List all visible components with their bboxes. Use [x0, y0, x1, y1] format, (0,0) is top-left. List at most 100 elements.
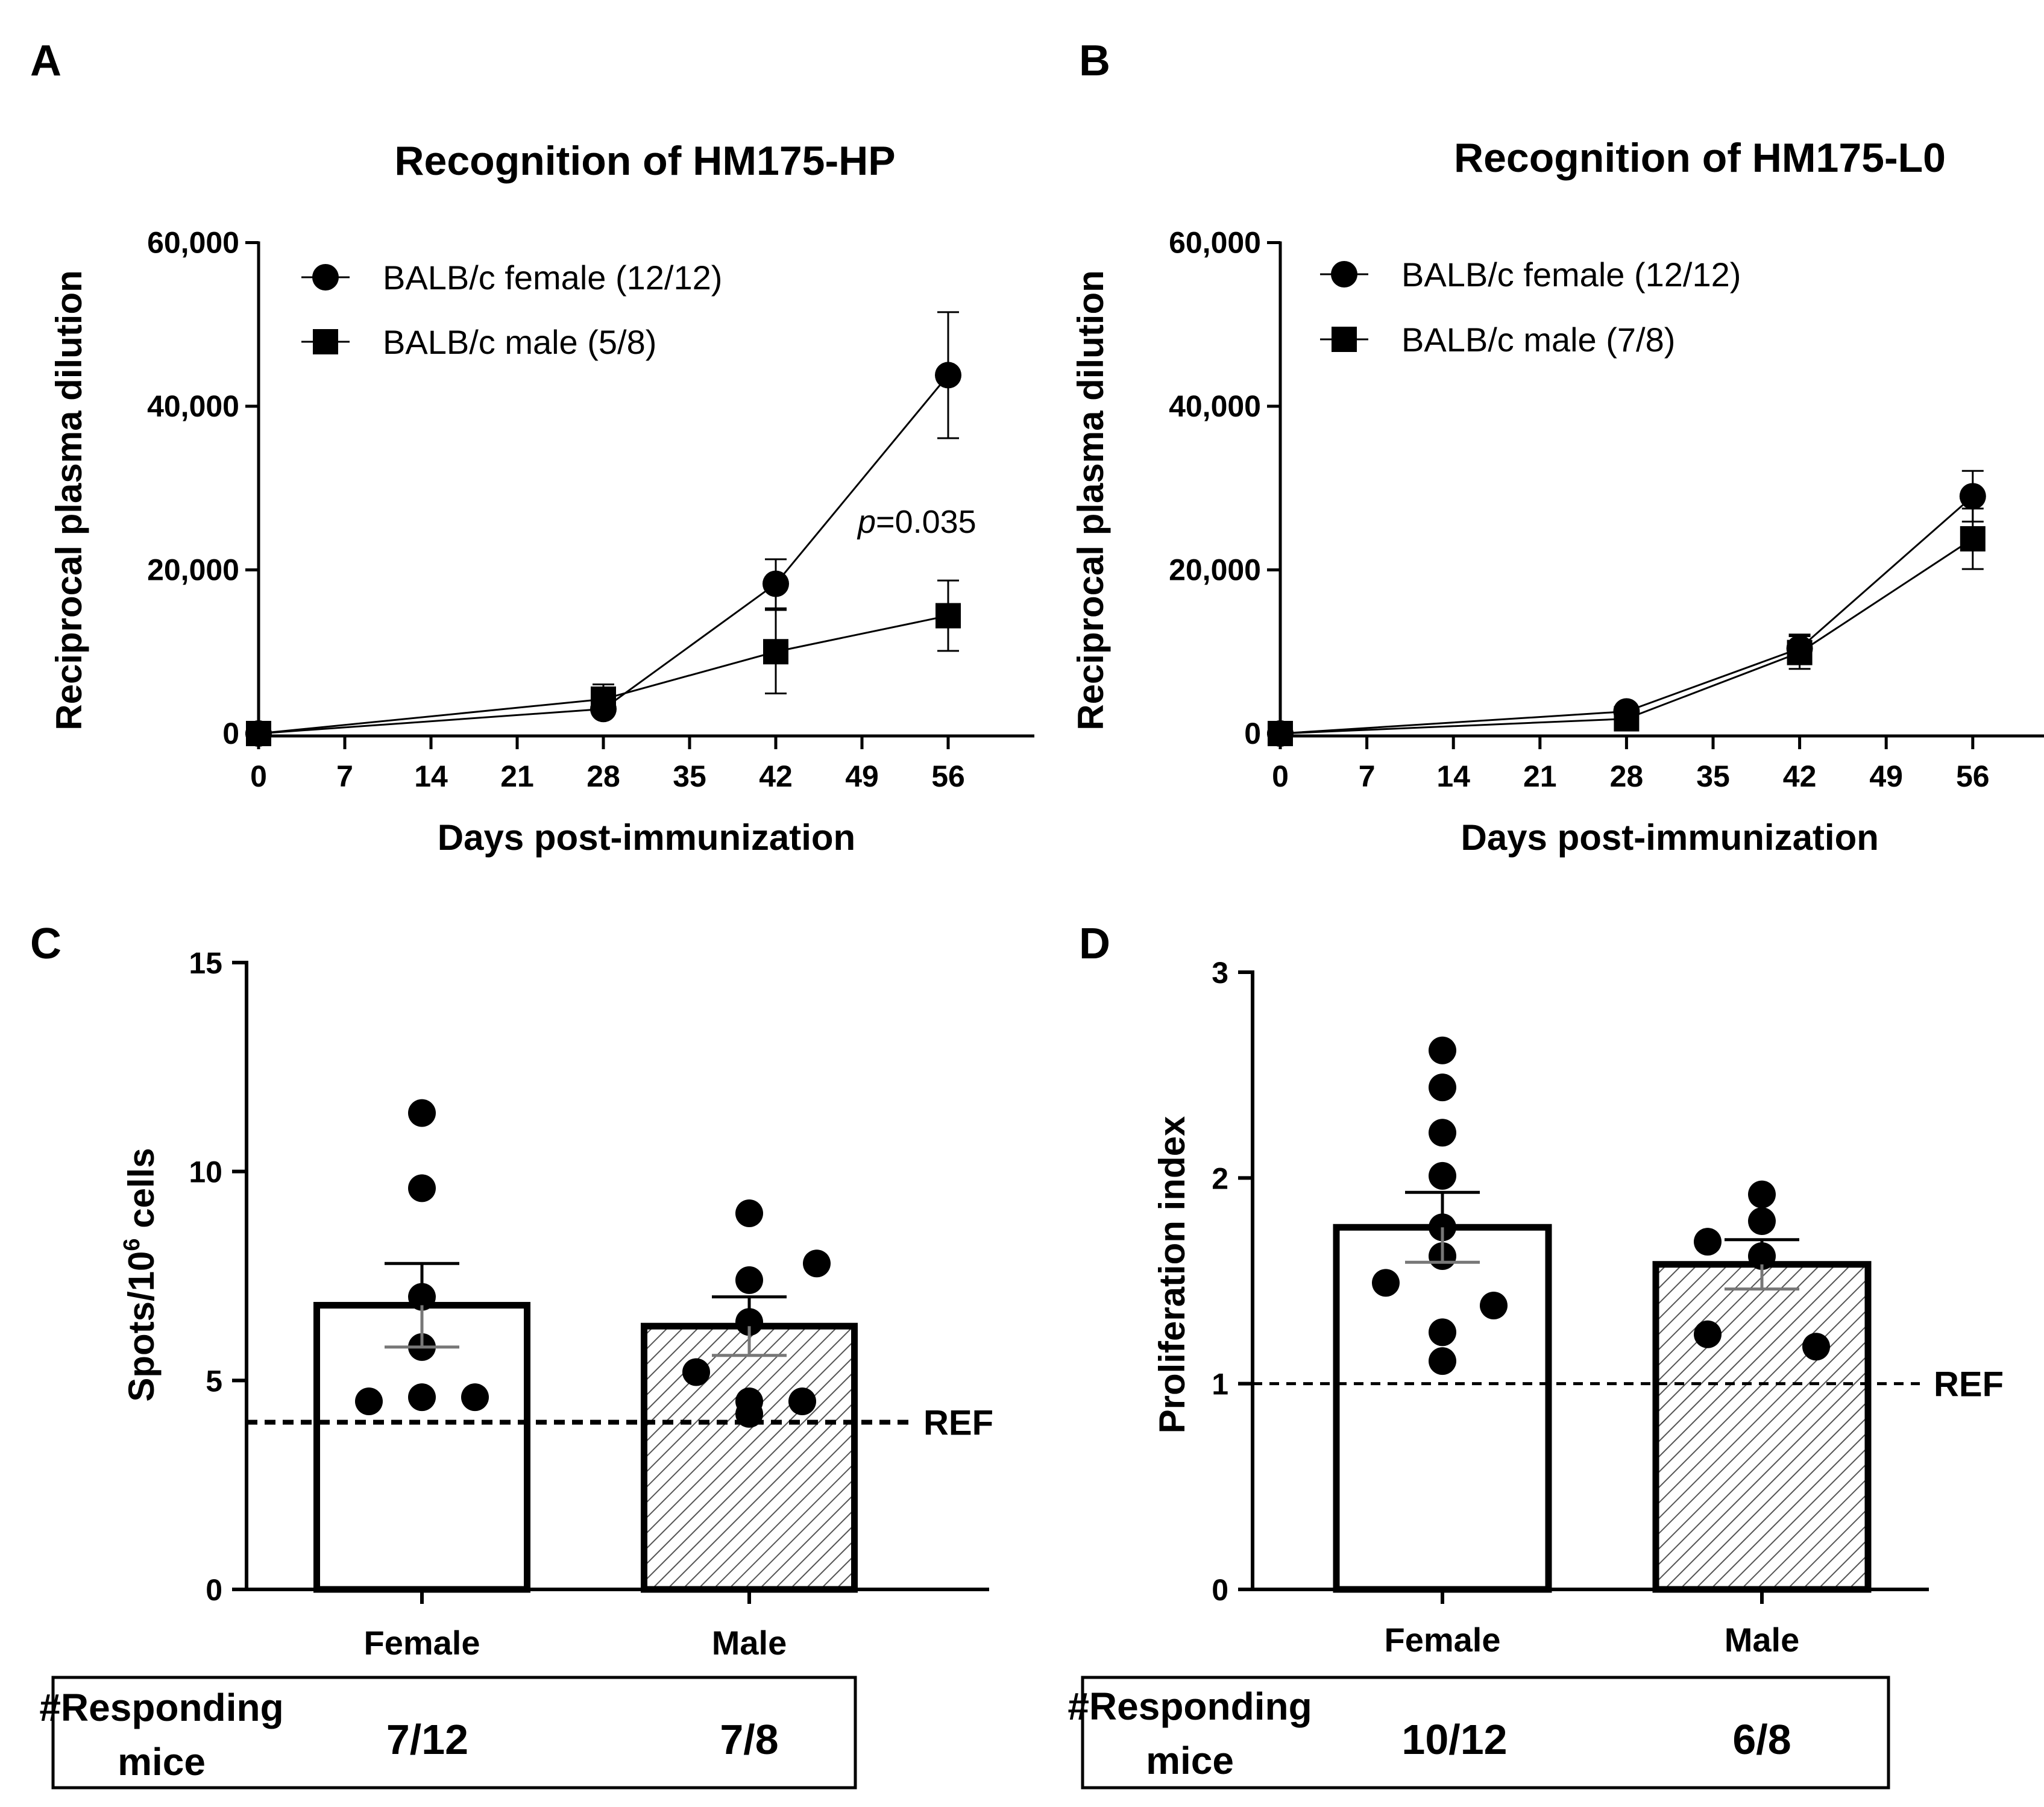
x-tick-label: 56: [1956, 759, 1990, 793]
data-point: [763, 570, 789, 597]
p-symbol: p: [857, 504, 876, 540]
reference-label: REF: [923, 1404, 993, 1443]
y-tick-label: 5: [206, 1364, 222, 1398]
y-tick-label: 20,000: [147, 553, 239, 587]
data-point: [1694, 1320, 1722, 1348]
legend-marker: [313, 329, 338, 354]
y-axis-label: Proliferation index: [1152, 1116, 1192, 1434]
data-point: [1429, 1347, 1456, 1375]
responding-label: mice: [118, 1740, 206, 1783]
bar: [641, 1322, 858, 1593]
x-tick-label: 49: [845, 759, 879, 793]
data-point: [1429, 1318, 1456, 1347]
reference-label: REF: [1934, 1365, 2004, 1404]
p-value: =0.035: [876, 504, 976, 540]
legend-marker: [1331, 261, 1357, 288]
x-tick-label: 0: [250, 759, 267, 793]
data-point: [1429, 1036, 1456, 1064]
p-value-annotation: p=0.035: [857, 504, 976, 540]
data-point: [1429, 1073, 1456, 1102]
responding-label: mice: [1146, 1739, 1234, 1782]
x-tick-label: 21: [1523, 759, 1557, 793]
bar: [1333, 1224, 1552, 1593]
data-point: [1960, 526, 1986, 552]
category-label: Female: [1385, 1621, 1501, 1659]
y-tick-label: 40,000: [1169, 389, 1261, 423]
x-tick-label: 42: [1783, 759, 1817, 793]
series-line: [1280, 495, 1973, 735]
y-axis-label-part: Spots/10: [121, 1251, 162, 1402]
responding-value: 7/12: [386, 1716, 468, 1763]
data-point: [763, 639, 788, 665]
data-point: [1787, 640, 1813, 665]
y-tick-label: 0: [1244, 717, 1261, 750]
x-tick-label: 35: [673, 759, 706, 793]
series-line: [1280, 538, 1973, 735]
data-point: [355, 1387, 383, 1415]
y-tick-label: 15: [189, 946, 222, 980]
responding-value: 7/8: [720, 1716, 778, 1763]
x-tick-label: 56: [931, 759, 965, 793]
x-tick-label: 7: [336, 759, 353, 793]
x-tick-label: 35: [1696, 759, 1730, 793]
x-tick-label: 28: [586, 759, 620, 793]
y-tick-label: 3: [1212, 956, 1228, 990]
panel-c: C 0 5 10 15 Spots/106 cells Female Male REF #Resp…: [30, 920, 993, 1790]
panel-letter: D: [1079, 920, 1110, 968]
panel-b: B Recognition of HM175-L0 0 20,000 40,000 60,…: [1071, 37, 2044, 858]
panel-letter: A: [30, 37, 61, 85]
data-point: [803, 1249, 831, 1278]
y-tick-label: 40,000: [147, 389, 239, 423]
y-axis-label-superscript: 6: [119, 1238, 145, 1251]
x-tick-label: 21: [500, 759, 534, 793]
responding-value: 6/8: [1732, 1716, 1791, 1763]
responding-label: #Responding: [39, 1686, 283, 1729]
legend-label: BALB/c female (12/12): [1401, 256, 1741, 294]
x-tick-label: 42: [759, 759, 793, 793]
chart-title: Recognition of HM175-HP: [394, 138, 895, 184]
panel-d: D 0 1 2 3 Proliferation index Female Male REF #Re…: [1068, 920, 2004, 1790]
data-point: [1802, 1333, 1830, 1361]
data-point: [246, 721, 271, 746]
y-tick-label: 0: [222, 717, 239, 750]
series-line: [258, 374, 949, 735]
y-tick-label: 0: [1212, 1573, 1228, 1607]
data-point: [408, 1383, 436, 1412]
y-tick-label: 2: [1212, 1161, 1228, 1195]
legend-marker: [1332, 327, 1357, 352]
y-axis-label: Spots/106 cells: [119, 1148, 162, 1401]
data-point: [682, 1358, 710, 1386]
y-tick-label: 10: [189, 1155, 222, 1189]
y-tick-label: 60,000: [147, 226, 239, 260]
x-tick-label: 7: [1359, 759, 1376, 793]
legend-label: BALB/c male (7/8): [1401, 321, 1675, 359]
data-point: [1429, 1161, 1456, 1190]
data-point: [1614, 706, 1640, 732]
category-label: Male: [1725, 1621, 1800, 1659]
data-point: [735, 1387, 763, 1415]
data-point: [408, 1174, 436, 1202]
panel-letter: B: [1079, 37, 1110, 85]
panel-letter: C: [30, 920, 61, 968]
responding-box: [1081, 1676, 1890, 1790]
data-point: [1959, 483, 1986, 510]
chart-title: Recognition of HM175-L0: [1454, 135, 1946, 181]
y-tick-label: 20,000: [1169, 553, 1261, 587]
data-point: [1694, 1228, 1722, 1256]
x-tick-label: 14: [414, 759, 448, 793]
panel-a: A Recognition of HM175-HP 0 20,000 40,000 60,…: [30, 37, 1034, 858]
legend-label: BALB/c male (5/8): [383, 323, 656, 361]
data-point: [735, 1266, 763, 1294]
data-point: [1748, 1180, 1776, 1208]
responding-value: 10/12: [1401, 1716, 1507, 1763]
data-point: [461, 1383, 489, 1412]
data-point: [1480, 1291, 1508, 1319]
y-axis-label: Reciprocal plasma dilution: [49, 270, 89, 731]
x-axis-label: Days post-immunization: [438, 817, 855, 858]
bar: [1652, 1261, 1872, 1593]
category-label: Male: [712, 1624, 787, 1662]
x-tick-label: 0: [1272, 759, 1289, 793]
data-point: [735, 1199, 763, 1227]
data-point: [408, 1099, 436, 1127]
